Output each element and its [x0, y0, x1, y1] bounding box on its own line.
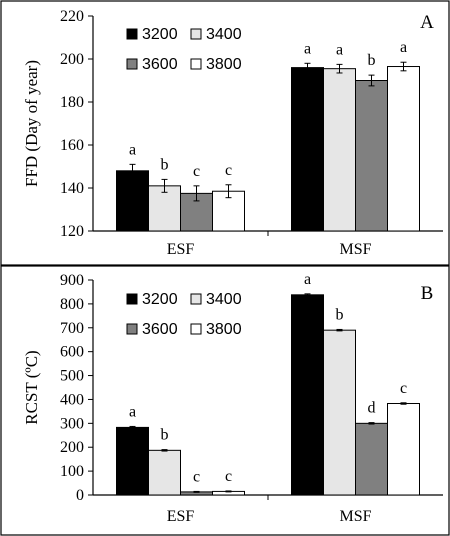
- y-tick-label: 200: [60, 439, 84, 456]
- legend-label: 3600: [142, 56, 178, 73]
- bar: [116, 426, 149, 496]
- chart-panel-b: 0 100 200 300 400 500 600 700 800 900 RCST (ºC) Ba b…: [22, 271, 443, 525]
- significance-letter: b: [368, 52, 376, 69]
- significance-letter: d: [368, 400, 376, 417]
- y-tick-label: 140: [60, 180, 84, 197]
- bar: [291, 67, 324, 232]
- bar: [387, 66, 420, 232]
- legend-label: 3600: [142, 321, 178, 338]
- significance-letter: a: [304, 40, 311, 57]
- bar: [355, 422, 388, 496]
- y-tick-label: 500: [60, 368, 84, 385]
- y-tick-label: 100: [60, 463, 84, 480]
- bar: [355, 80, 388, 232]
- legend-label: 3400: [206, 291, 242, 308]
- legend-swatch: [126, 323, 138, 335]
- significance-letter: a: [400, 39, 407, 56]
- y-tick-label: 200: [60, 51, 84, 68]
- bar: [291, 294, 324, 496]
- y-tick-label: 220: [60, 8, 84, 25]
- y-tick-label: 180: [60, 94, 84, 111]
- legend-swatch: [190, 28, 202, 40]
- y-tick-label: 160: [60, 137, 84, 154]
- legend-label: 3800: [206, 56, 242, 73]
- legend-swatch: [126, 28, 138, 40]
- x-tick-label: MSF: [339, 508, 371, 525]
- y-tick-label: 600: [60, 344, 84, 361]
- significance-letter: a: [304, 271, 311, 288]
- significance-letter: a: [129, 403, 136, 420]
- bar: [116, 170, 149, 232]
- panel-label: A: [420, 12, 434, 33]
- y-tick-label: 700: [60, 320, 84, 337]
- significance-letter: c: [400, 380, 407, 397]
- significance-letter: c: [193, 163, 200, 180]
- y-tick-label: 120: [60, 223, 84, 240]
- significance-letter: b: [161, 156, 169, 173]
- legend-label: 3200: [142, 291, 178, 308]
- y-tick-label: 800: [60, 296, 84, 313]
- significance-letter: a: [129, 141, 136, 158]
- legend-label: 3200: [142, 26, 178, 43]
- legend-swatch: [190, 293, 202, 305]
- significance-letter: c: [193, 468, 200, 485]
- chart-panel-a: 120 140 160 180 200 220 FFD (Day of year) Aa b c c…: [22, 8, 443, 258]
- significance-letter: a: [336, 41, 343, 58]
- bar: [148, 185, 181, 232]
- significance-letter: b: [336, 306, 344, 323]
- x-tick-label: ESF: [167, 241, 195, 258]
- y-tick-label: 0: [76, 487, 84, 504]
- significance-letter: b: [161, 427, 169, 444]
- x-tick-label: ESF: [167, 508, 195, 525]
- bar: [148, 449, 181, 496]
- y-tick-label: 900: [60, 272, 84, 289]
- bar: [323, 329, 356, 496]
- legend-label: 3800: [206, 321, 242, 338]
- y-tick-label: 400: [60, 391, 84, 408]
- x-tick-label: MSF: [339, 241, 371, 258]
- significance-letter: c: [225, 162, 232, 179]
- legend-label: 3400: [206, 26, 242, 43]
- legend-swatch: [190, 323, 202, 335]
- significance-letter: c: [225, 468, 232, 485]
- bar: [323, 68, 356, 232]
- legend-swatch: [126, 58, 138, 70]
- y-axis-label: RCST (ºC): [22, 350, 41, 424]
- panel-label: B: [421, 283, 434, 304]
- bar: [387, 403, 420, 496]
- legend-swatch: [190, 58, 202, 70]
- y-axis-label: FFD (Day of year): [22, 60, 41, 187]
- legend-swatch: [126, 293, 138, 305]
- y-tick-label: 300: [60, 415, 84, 432]
